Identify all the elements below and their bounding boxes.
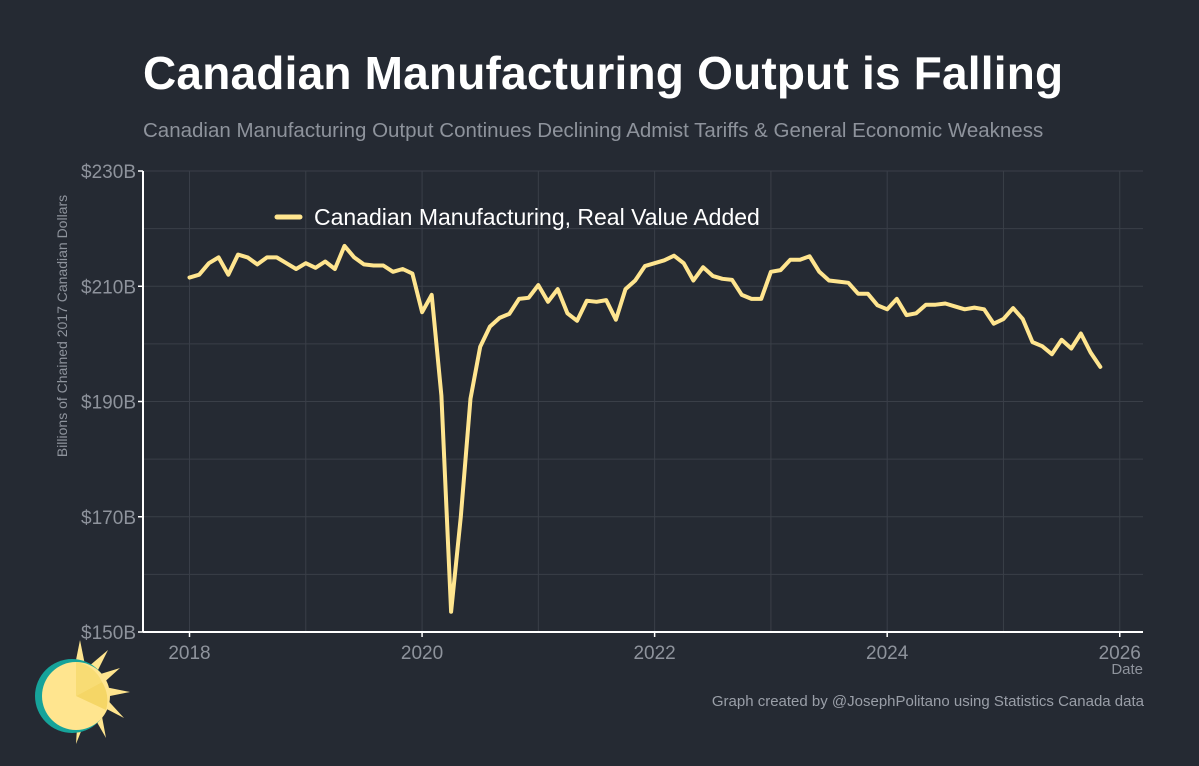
series-line xyxy=(187,243,1103,614)
chart-title: Canadian Manufacturing Output is Falling xyxy=(143,47,1064,99)
legend: Canadian Manufacturing, Real Value Added xyxy=(274,204,760,230)
x-axis-label: Date xyxy=(1111,661,1143,678)
y-tick-label: $170B xyxy=(81,508,136,529)
y-tick-label: $230B xyxy=(81,162,136,183)
x-tick-label: 2026 xyxy=(1099,643,1141,664)
series-lines xyxy=(187,243,1103,614)
y-tick-label: $190B xyxy=(81,393,136,414)
x-tick-label: 2022 xyxy=(633,643,675,664)
tick-labels: $150B $170B $190B $210B $230B 2018 2020 2022 202… xyxy=(81,162,1141,664)
grid-lines xyxy=(143,170,1143,633)
chart-subtitle: Canadian Manufacturing Output Continues … xyxy=(143,119,1044,142)
y-tick-label: $210B xyxy=(81,277,136,298)
x-tick-label: 2024 xyxy=(866,643,909,664)
x-tick-label: 2020 xyxy=(401,643,443,664)
legend-label: Canadian Manufacturing, Real Value Added xyxy=(314,204,760,230)
x-tick-label: 2018 xyxy=(168,643,210,664)
y-tick-label: $150B xyxy=(81,623,136,644)
sun-logo-icon xyxy=(35,640,130,744)
source-caption: Graph created by @JosephPolitano using S… xyxy=(711,693,1144,710)
axes xyxy=(138,170,1143,637)
